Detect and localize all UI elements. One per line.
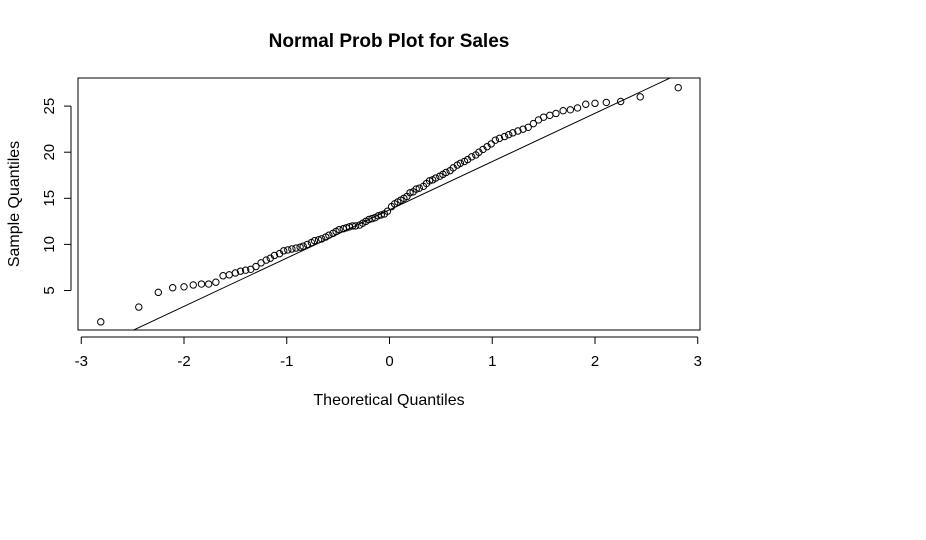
y-tick-label: 25 bbox=[41, 98, 58, 115]
data-point bbox=[325, 231, 333, 239]
data-point bbox=[262, 256, 270, 264]
data-point bbox=[225, 271, 233, 279]
data-point bbox=[204, 280, 213, 288]
x-tick-label: -1 bbox=[280, 353, 293, 370]
data-point bbox=[189, 281, 197, 289]
data-point bbox=[168, 284, 177, 292]
data-point bbox=[415, 184, 423, 192]
x-tick-label: 1 bbox=[488, 353, 496, 370]
plot-frame bbox=[77, 77, 701, 331]
data-point bbox=[154, 288, 163, 297]
data-point bbox=[519, 125, 527, 133]
data-point bbox=[552, 109, 560, 118]
data-point bbox=[504, 130, 513, 139]
data-point bbox=[219, 272, 227, 280]
data-point bbox=[509, 129, 517, 137]
data-point bbox=[432, 174, 440, 182]
data-point bbox=[406, 189, 414, 197]
x-tick-label: -2 bbox=[177, 353, 190, 370]
data-point bbox=[412, 185, 420, 193]
data-point bbox=[491, 136, 500, 144]
data-point bbox=[573, 104, 582, 112]
data-point bbox=[456, 159, 465, 167]
data-point bbox=[582, 100, 590, 108]
data-point bbox=[288, 245, 296, 253]
data-point bbox=[524, 123, 532, 132]
data-point bbox=[299, 242, 307, 250]
data-point bbox=[284, 246, 292, 254]
data-point bbox=[495, 134, 504, 143]
x-tick-label: 0 bbox=[385, 353, 393, 370]
data-point bbox=[303, 240, 311, 249]
chart-title: Normal Prob Plot for Sales bbox=[269, 31, 510, 52]
data-point bbox=[514, 127, 522, 135]
data-point bbox=[368, 214, 376, 223]
y-tick-label: 20 bbox=[41, 144, 58, 161]
y-axis: 5 10 15 20 25 bbox=[41, 98, 72, 295]
y-tick-label: 10 bbox=[41, 236, 58, 253]
data-point bbox=[236, 267, 245, 275]
data-point bbox=[591, 99, 599, 108]
data-point bbox=[383, 207, 392, 215]
data-point bbox=[197, 280, 206, 288]
data-point bbox=[241, 266, 250, 274]
x-axis: -3 -2 -1 0 1 2 3 bbox=[75, 336, 702, 370]
data-point bbox=[529, 119, 538, 128]
reference-line bbox=[132, 78, 672, 330]
x-tick-label: 2 bbox=[591, 353, 599, 370]
data-point bbox=[559, 107, 567, 115]
data-point bbox=[602, 98, 611, 107]
data-point bbox=[348, 222, 357, 230]
data-point bbox=[310, 237, 319, 245]
data-point bbox=[616, 97, 625, 106]
data-point bbox=[231, 269, 240, 277]
data-point bbox=[97, 318, 105, 326]
y-tick-label: 15 bbox=[41, 190, 58, 207]
data-point bbox=[566, 106, 575, 114]
reference-line-group bbox=[132, 78, 672, 330]
data-point bbox=[135, 303, 143, 311]
data-point bbox=[317, 235, 326, 243]
y-axis-label: Sample Quantiles bbox=[6, 141, 23, 267]
data-point bbox=[270, 251, 279, 260]
data-point bbox=[296, 243, 304, 251]
data-point bbox=[292, 244, 300, 252]
data-point bbox=[468, 153, 476, 161]
data-point bbox=[335, 225, 343, 234]
data-point bbox=[674, 83, 682, 92]
data-point bbox=[180, 283, 188, 291]
data-point bbox=[546, 111, 554, 120]
data-point bbox=[500, 132, 509, 141]
data-point bbox=[539, 113, 548, 121]
points-group bbox=[97, 83, 682, 326]
x-axis-label: Theoretical Quantiles bbox=[313, 392, 464, 409]
data-point bbox=[314, 236, 323, 244]
data-point bbox=[425, 177, 434, 185]
data-point bbox=[636, 93, 644, 101]
x-tick-label: -3 bbox=[75, 353, 88, 370]
data-point bbox=[252, 262, 260, 271]
data-point bbox=[279, 247, 288, 255]
y-tick-label: 5 bbox=[41, 286, 58, 294]
x-tick-label: 3 bbox=[694, 353, 702, 370]
data-point bbox=[212, 278, 220, 286]
data-point bbox=[442, 168, 450, 177]
data-point bbox=[377, 211, 385, 219]
data-point bbox=[351, 222, 360, 230]
data-point bbox=[487, 140, 495, 148]
